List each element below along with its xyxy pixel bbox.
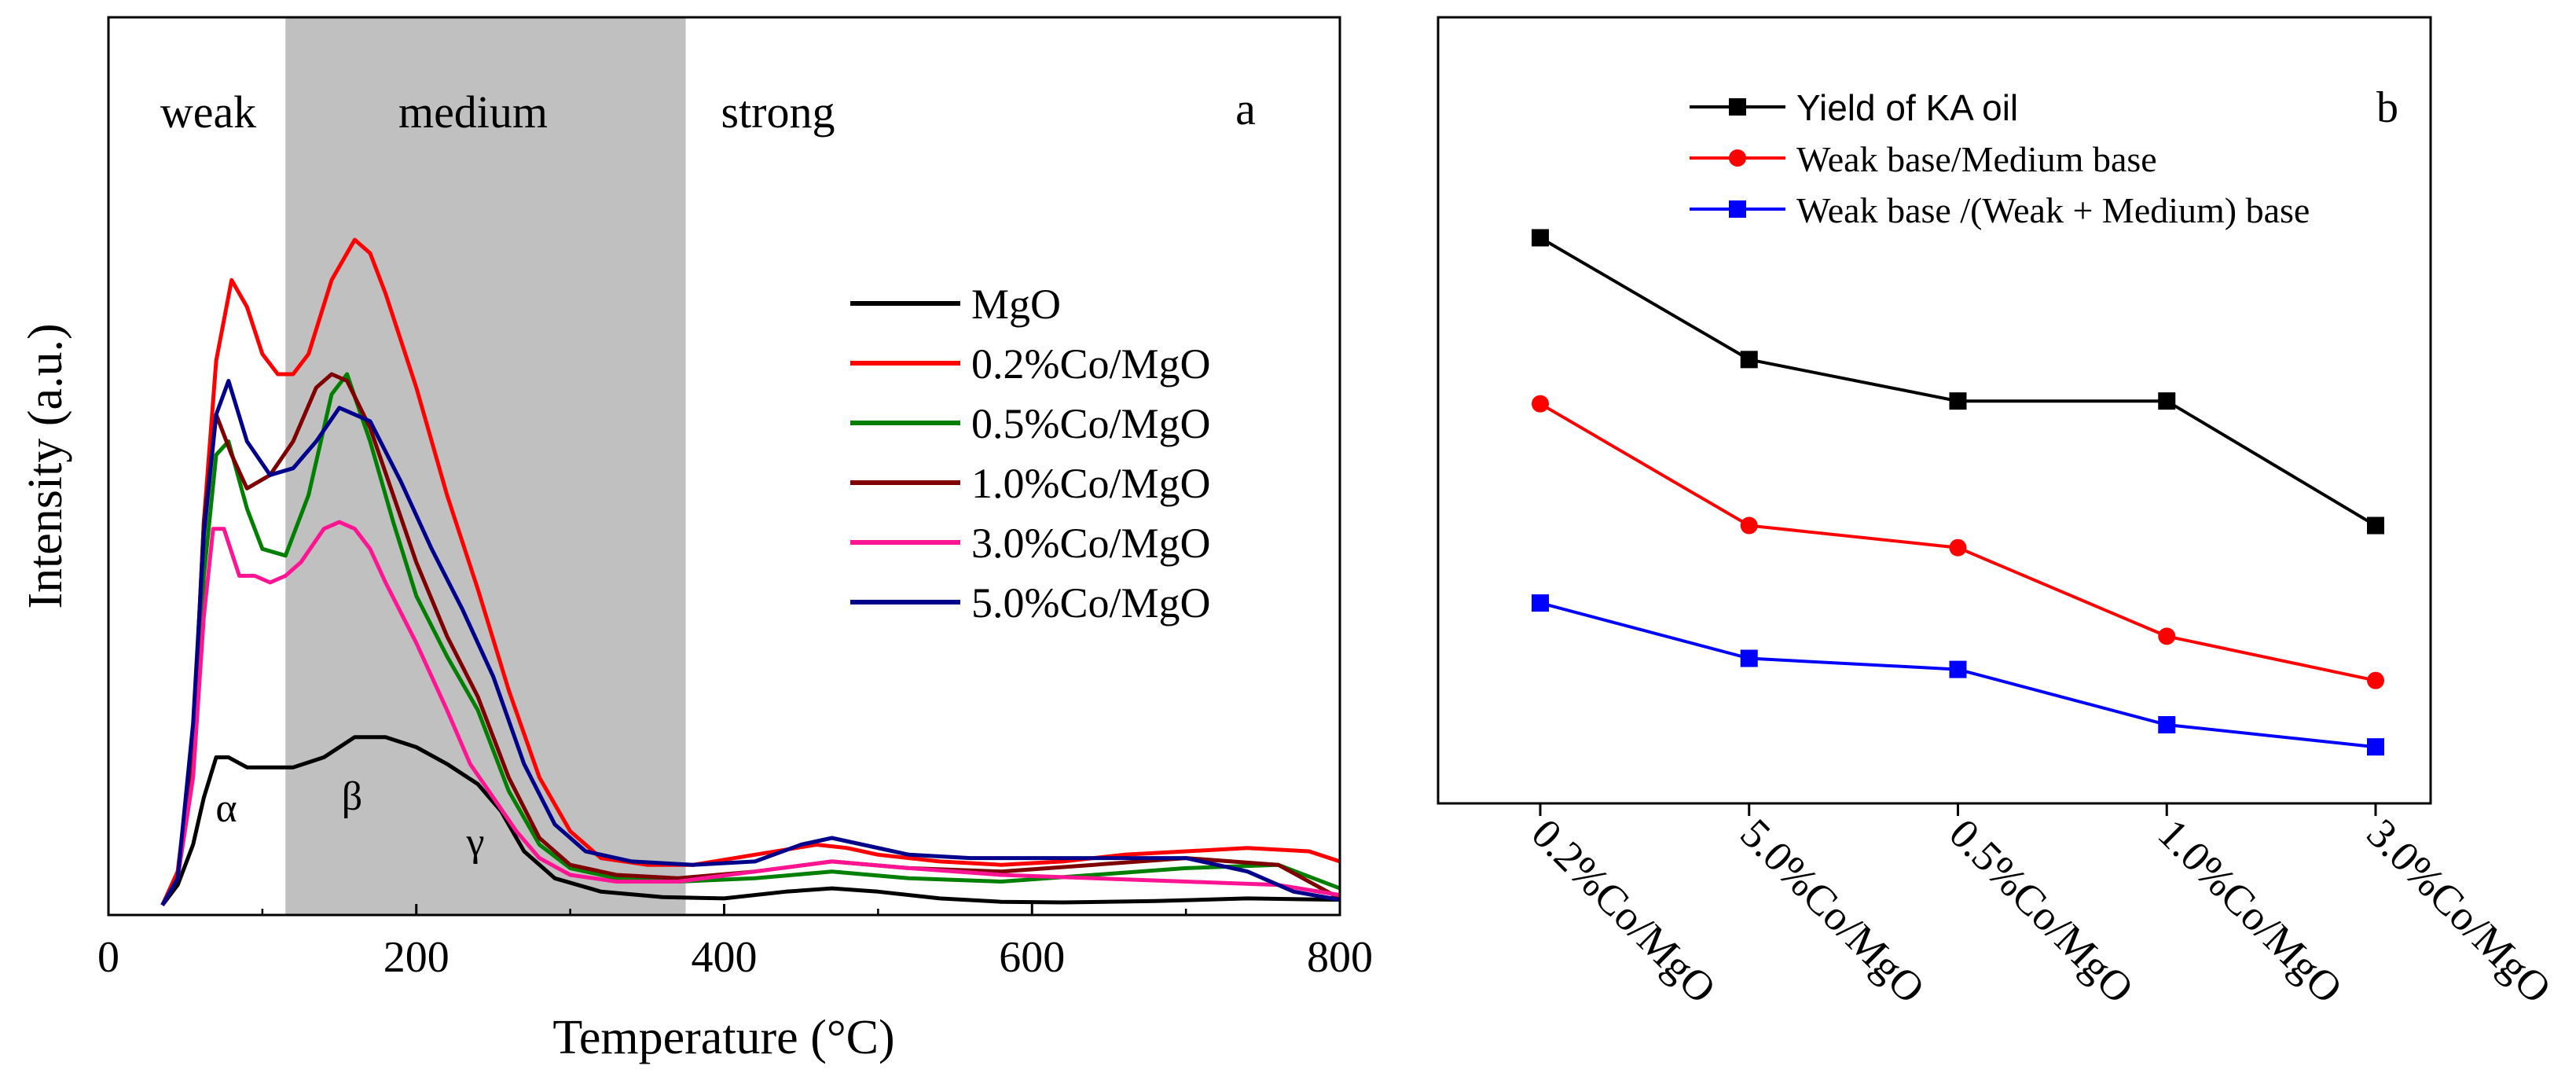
panel-a-series-lines	[160, 237, 1341, 907]
data-point-weak-base-medium-base	[2158, 627, 2176, 645]
panel-a-legend: MgO 0.2%Co/MgO 0.5%Co/MgO 1.0%Co/MgO 3.0%Co/…	[850, 281, 1211, 627]
data-point-yield-of-ka-oil	[1740, 351, 1758, 369]
x-tick-label: 0	[97, 933, 119, 982]
data-point-weak-base-weak-medium-base	[1740, 649, 1758, 667]
legend-label-weak-base-weak-medium-base: Weak base /(Weak + Medium) base	[1796, 190, 2310, 230]
data-point-weak-base-weak-medium-base	[2367, 738, 2384, 756]
data-point-yield-of-ka-oil	[1532, 229, 1549, 247]
panel-a-y-axis-label: Intensity (a.u.)	[19, 323, 72, 608]
series-line-mgo	[160, 735, 1341, 907]
panel-b-legend: Yield of KA oil Weak base/Medium base Weak…	[1690, 87, 2310, 230]
x-tick-label: 0.5%Co/MgO	[1940, 810, 2143, 1012]
legend-label-1-0-co-mgo: 1.0%Co/MgO	[971, 460, 1211, 507]
panel-b: 0.2%Co/MgO 5.0%Co/MgO 0.5%Co/MgO 1.0%Co/MgO…	[1437, 16, 2561, 1012]
data-point-weak-base-medium-base	[1740, 516, 1758, 535]
peak-label-alpha: α	[215, 786, 237, 831]
x-tick-label: 800	[1307, 933, 1373, 982]
panel-a-x-axis-label: Temperature (°C)	[552, 1011, 894, 1064]
data-point-weak-base-weak-medium-base	[1532, 594, 1549, 612]
peak-label-beta: β	[342, 774, 362, 819]
legend-label-0-2-co-mgo: 0.2%Co/MgO	[971, 340, 1211, 388]
series-line-3-0-co-mgo	[160, 520, 1341, 906]
x-tick-label: 3.0%Co/MgO	[2358, 810, 2561, 1012]
peak-label-gamma: γ	[466, 820, 485, 865]
legend-marker-weak-base-weak-medium-base	[1729, 200, 1746, 218]
legend-marker-weak-base-medium-base	[1729, 149, 1746, 167]
legend-label-0-5-co-mgo: 0.5%Co/MgO	[971, 400, 1211, 447]
data-point-weak-base-medium-base	[1532, 395, 1549, 413]
x-tick-label: 5.0%Co/MgO	[1731, 810, 1934, 1012]
region-label-medium: medium	[398, 86, 548, 138]
panel-b-frame	[1437, 16, 2432, 805]
series-line-5-0-co-mgo	[160, 379, 1341, 906]
data-point-weak-base-medium-base	[1949, 538, 1967, 557]
legend-label-5-0-co-mgo: 5.0%Co/MgO	[971, 579, 1211, 627]
panel-b-label: b	[2376, 83, 2398, 132]
x-tick-label: 0.2%Co/MgO	[1523, 810, 1726, 1012]
data-point-yield-of-ka-oil	[2158, 392, 2176, 410]
x-tick-label: 1.0%Co/MgO	[2149, 810, 2352, 1012]
series-line-yield-of-ka-oil	[1539, 236, 2377, 527]
data-point-weak-base-medium-base	[2367, 671, 2384, 689]
panel-b-series-lines	[1532, 229, 2384, 756]
data-point-yield-of-ka-oil	[2367, 516, 2384, 535]
x-tick-label: 200	[383, 933, 450, 982]
x-tick-label: 400	[692, 933, 758, 982]
legend-label-yield-of-ka-oil: Yield of KA oil	[1796, 87, 2018, 128]
data-point-yield-of-ka-oil	[1949, 392, 1967, 410]
panel-a: 0 200 400 600 800 weak medium strong a α β γ…	[19, 16, 1373, 1064]
panel-a-x-ticks: 0 200 400 600 800	[97, 904, 1373, 982]
legend-label-weak-base-medium-base: Weak base/Medium base	[1796, 139, 2157, 179]
panel-a-shaded-region	[285, 17, 686, 915]
region-label-weak: weak	[160, 86, 256, 138]
legend-label-3-0-co-mgo: 3.0%Co/MgO	[971, 520, 1211, 567]
legend-marker-yield-of-ka-oil	[1729, 98, 1746, 116]
panel-a-label: a	[1235, 83, 1256, 134]
panel-b-x-ticks: 0.2%Co/MgO 5.0%Co/MgO 0.5%Co/MgO 1.0%Co/MgO…	[1523, 803, 2561, 1012]
x-tick-label: 600	[999, 933, 1065, 982]
legend-label-mgo: MgO	[971, 281, 1061, 328]
series-line-0-2-co-mgo	[160, 237, 1341, 906]
data-point-weak-base-weak-medium-base	[2158, 716, 2176, 733]
region-label-strong: strong	[721, 86, 835, 138]
data-point-weak-base-weak-medium-base	[1949, 660, 1967, 678]
